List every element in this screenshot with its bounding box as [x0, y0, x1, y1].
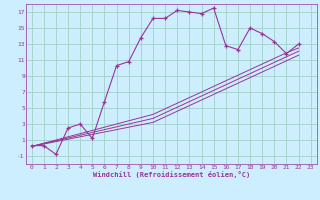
X-axis label: Windchill (Refroidissement éolien,°C): Windchill (Refroidissement éolien,°C): [92, 171, 250, 178]
